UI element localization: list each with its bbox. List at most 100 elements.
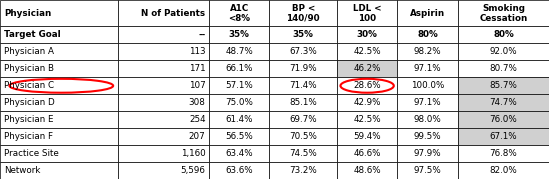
Bar [118,162,209,179]
Text: 57.1%: 57.1% [225,81,253,90]
Text: 28.6%: 28.6% [354,81,381,90]
Text: 42.5%: 42.5% [354,47,381,56]
Text: 85.1%: 85.1% [289,98,317,107]
Bar [209,145,270,162]
Text: 80.7%: 80.7% [490,64,518,73]
Text: 70.5%: 70.5% [289,132,317,141]
Bar [118,145,209,162]
Text: 69.7%: 69.7% [289,115,317,124]
Text: 67.3%: 67.3% [289,47,317,56]
Bar [118,128,209,145]
Bar [209,60,270,77]
Text: 80%: 80% [417,30,438,39]
Text: 66.1%: 66.1% [226,64,253,73]
Text: 48.6%: 48.6% [354,166,381,175]
Bar [118,0,209,26]
Bar [270,128,337,145]
Bar [0,94,118,111]
Text: 71.4%: 71.4% [289,81,317,90]
Bar [397,111,458,128]
Bar [270,26,337,43]
Bar [397,94,458,111]
Text: 92.0%: 92.0% [490,47,517,56]
Text: Physician B: Physician B [4,64,54,73]
Bar [337,128,397,145]
Text: 85.7%: 85.7% [490,81,518,90]
Text: 63.4%: 63.4% [225,149,253,158]
Text: Physician D: Physician D [4,98,55,107]
Text: 63.6%: 63.6% [225,166,253,175]
Bar [118,77,209,94]
Bar [270,145,337,162]
Text: 97.1%: 97.1% [414,98,441,107]
Text: 97.5%: 97.5% [414,166,441,175]
Text: 76.0%: 76.0% [490,115,517,124]
Bar [270,43,337,60]
Bar [209,43,270,60]
Bar [118,43,209,60]
Text: Smoking
Cessation: Smoking Cessation [479,4,528,23]
Bar [458,128,549,145]
Text: 76.8%: 76.8% [490,149,517,158]
Bar [270,60,337,77]
Text: Aspirin: Aspirin [410,9,445,18]
Bar [0,111,118,128]
Bar [397,162,458,179]
Bar [337,145,397,162]
Bar [337,60,397,77]
Bar [0,0,118,26]
Bar [0,60,118,77]
Bar [209,26,270,43]
Bar [458,60,549,77]
Bar [397,0,458,26]
Bar [397,128,458,145]
Bar [0,162,118,179]
Text: 207: 207 [189,132,205,141]
Text: 254: 254 [189,115,205,124]
Text: 35%: 35% [293,30,313,39]
Text: 107: 107 [189,81,205,90]
Bar [209,111,270,128]
Bar [337,43,397,60]
Bar [118,111,209,128]
Text: Target Goal: Target Goal [4,30,61,39]
Bar [0,43,118,60]
Text: LDL <
100: LDL < 100 [353,4,382,23]
Text: Physician E: Physician E [4,115,54,124]
Bar [209,94,270,111]
Text: 98.0%: 98.0% [414,115,441,124]
Text: 97.9%: 97.9% [414,149,441,158]
Bar [270,0,337,26]
Text: 73.2%: 73.2% [289,166,317,175]
Bar [397,60,458,77]
Text: 308: 308 [189,98,205,107]
Text: 46.6%: 46.6% [354,149,381,158]
Bar [458,0,549,26]
Bar [270,162,337,179]
Text: 59.4%: 59.4% [354,132,381,141]
Text: 61.4%: 61.4% [226,115,253,124]
Bar [0,26,118,43]
Bar [458,162,549,179]
Text: BP <
140/90: BP < 140/90 [287,4,320,23]
Text: 74.5%: 74.5% [289,149,317,158]
Bar [270,94,337,111]
Text: 82.0%: 82.0% [490,166,517,175]
Bar [337,0,397,26]
Text: Physician F: Physician F [4,132,53,141]
Text: 98.2%: 98.2% [414,47,441,56]
Text: 97.1%: 97.1% [414,64,441,73]
Bar [397,26,458,43]
Text: 113: 113 [189,47,205,56]
Bar [118,26,209,43]
Bar [0,128,118,145]
Bar [458,43,549,60]
Text: 171: 171 [189,64,205,73]
Text: 99.5%: 99.5% [414,132,441,141]
Bar [458,77,549,94]
Text: 46.2%: 46.2% [354,64,381,73]
Bar [458,111,549,128]
Text: 100.0%: 100.0% [411,81,445,90]
Bar [397,77,458,94]
Text: Practice Site: Practice Site [4,149,59,158]
